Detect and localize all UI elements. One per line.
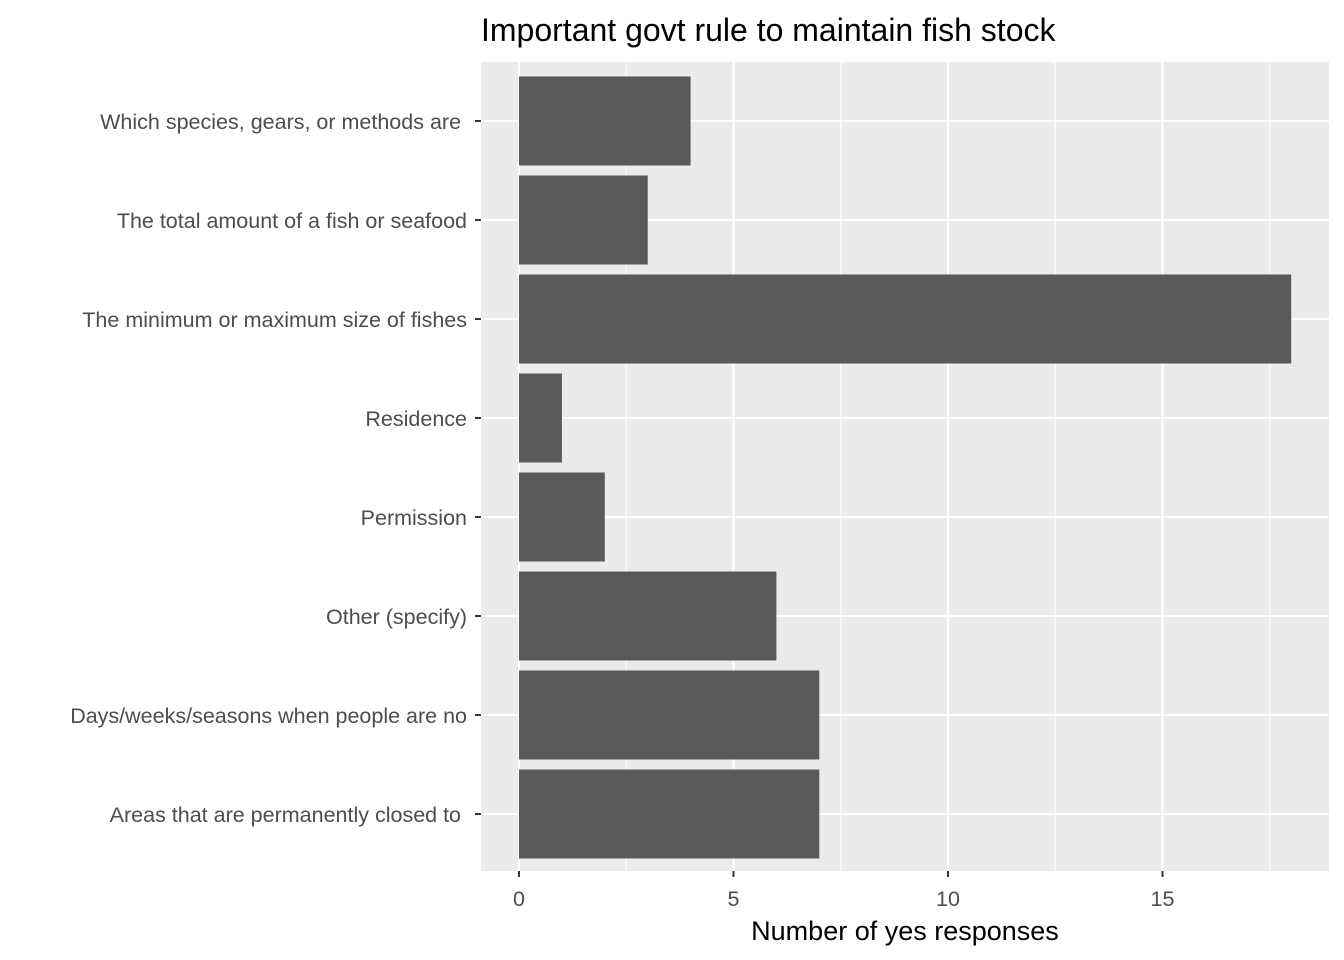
- bar: [519, 175, 648, 265]
- y-axis: Which species, gears, or methods are The…: [70, 110, 481, 827]
- x-axis: 0 5 10 15: [513, 871, 1174, 911]
- bars: [519, 76, 1292, 859]
- chart-title: Important govt rule to maintain fish sto…: [481, 12, 1056, 48]
- bar: [519, 373, 562, 463]
- y-tick-label: The total amount of a fish or seafood: [117, 209, 467, 233]
- y-tick-label: Permission: [361, 506, 467, 530]
- bar: [519, 670, 820, 760]
- y-tick-label: Other (specify): [326, 605, 467, 629]
- bar: [519, 571, 777, 661]
- bar: [519, 274, 1292, 364]
- bar: [519, 76, 691, 166]
- y-tick-label: Days/weeks/seasons when people are no: [70, 704, 467, 728]
- x-tick-label: 10: [936, 887, 960, 911]
- y-tick-label: Which species, gears, or methods are: [100, 110, 467, 134]
- x-tick-label: 15: [1151, 887, 1175, 911]
- y-tick-label: Areas that are permanently closed to: [110, 803, 467, 827]
- x-axis-title: Number of yes responses: [751, 916, 1059, 946]
- x-tick-label: 0: [513, 887, 525, 911]
- y-tick-label: The minimum or maximum size of fishes: [82, 308, 467, 332]
- bar: [519, 769, 820, 859]
- bar: [519, 472, 605, 562]
- y-tick-label: Residence: [365, 407, 467, 431]
- x-tick-label: 5: [728, 887, 740, 911]
